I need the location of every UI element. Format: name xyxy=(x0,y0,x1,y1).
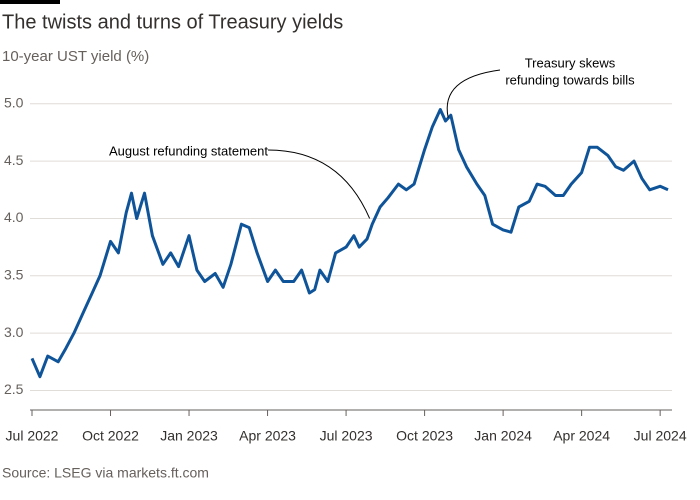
annotation-connector xyxy=(446,69,501,118)
y-tick-label: 3.0 xyxy=(4,324,24,340)
y-tick-label: 4.5 xyxy=(4,152,24,168)
x-tick-label: Apr 2024 xyxy=(553,428,610,444)
brand-bar xyxy=(0,0,60,4)
y-tick-label: 4.0 xyxy=(4,209,24,225)
line-series xyxy=(30,108,669,379)
annotation-text: Treasury skews xyxy=(525,55,616,70)
x-tick-label: Jan 2024 xyxy=(474,428,532,444)
y-tick-label: 3.5 xyxy=(4,267,24,283)
x-tick-label: Jul 2023 xyxy=(320,428,373,444)
annotation-text: August refunding statement xyxy=(109,143,268,158)
source: Source: LSEG via markets.ft.com xyxy=(2,465,209,481)
x-tick-label: Oct 2022 xyxy=(82,428,139,444)
y-tick-label: 5.0 xyxy=(4,94,24,110)
x-tick-label: Jul 2024 xyxy=(634,428,687,444)
x-tick-label: Oct 2023 xyxy=(396,428,453,444)
annotation-text: refunding towards bills xyxy=(505,72,635,87)
x-tick-label: Apr 2023 xyxy=(239,428,296,444)
chart-title: The twists and turns of Treasury yields xyxy=(2,11,343,33)
x-tick-label: Jul 2022 xyxy=(6,428,59,444)
annotation-connector xyxy=(267,149,371,219)
chart-subtitle: 10-year UST yield (%) xyxy=(2,48,149,65)
x-tick-label: Jan 2023 xyxy=(160,428,218,444)
y-tick-label: 2.5 xyxy=(4,381,24,397)
